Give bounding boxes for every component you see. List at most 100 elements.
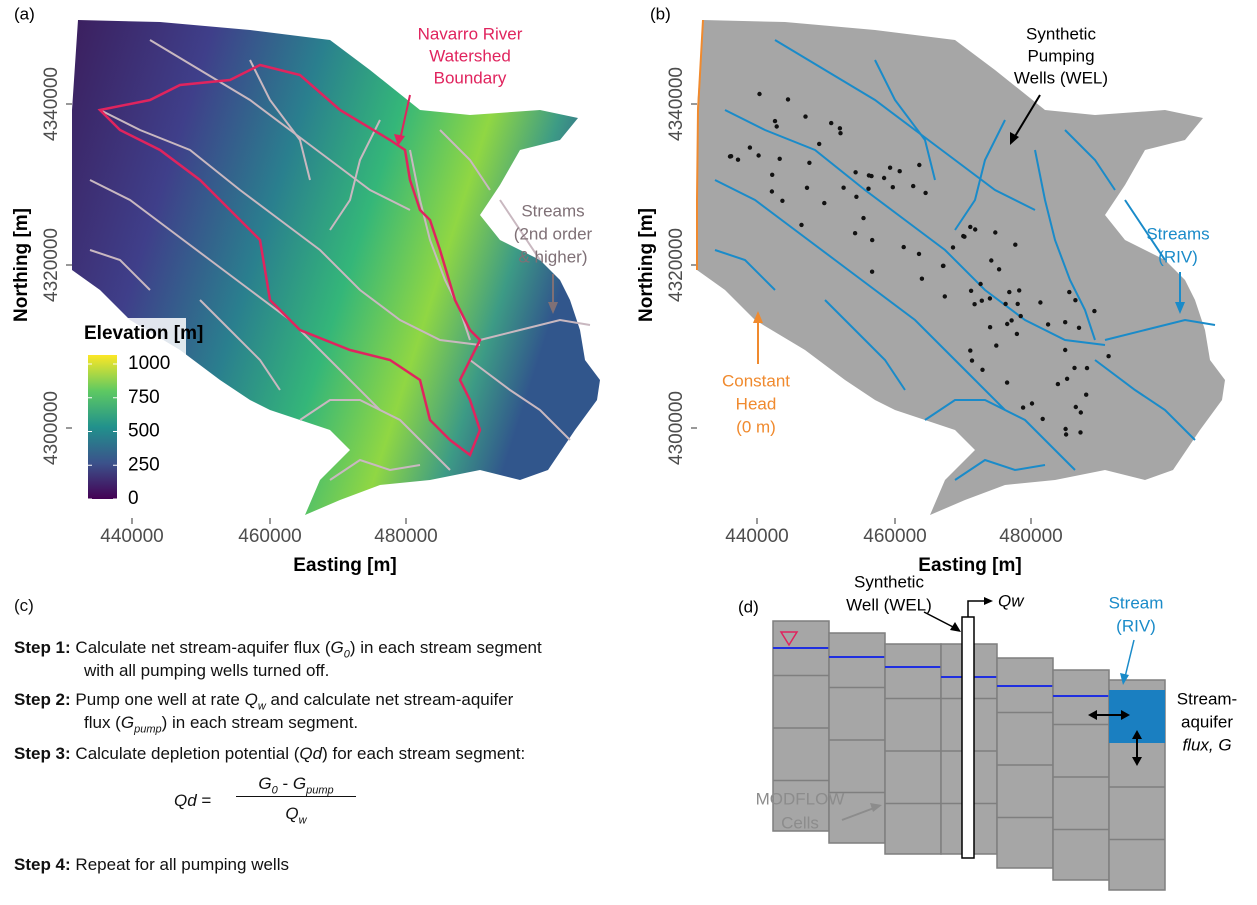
symbol: Q — [285, 804, 298, 823]
well-point — [1016, 302, 1020, 306]
well-point — [870, 270, 874, 274]
well-point — [951, 245, 955, 249]
well-point — [1064, 432, 1068, 436]
panel-label: (d) — [738, 597, 759, 616]
step-text: Repeat for all pumping wells — [75, 855, 289, 874]
well-point — [1079, 410, 1083, 414]
operator: = — [201, 791, 211, 810]
step-text: Calculate depletion potential ( — [75, 744, 299, 763]
well-point — [1005, 322, 1009, 326]
annotation: Pumping — [1027, 46, 1094, 65]
pump-arrow — [968, 601, 986, 617]
well-point — [911, 184, 915, 188]
well-point — [861, 216, 865, 220]
well-point — [770, 173, 774, 177]
annotation: aquifer — [1181, 712, 1233, 731]
step-text: ) for each stream segment: — [322, 744, 525, 763]
well-point — [941, 264, 945, 268]
well-point — [838, 126, 842, 130]
arrow — [924, 612, 955, 628]
x-tick-label: 480000 — [374, 526, 437, 547]
well-point — [1077, 326, 1081, 330]
step: Step 1: Calculate net stream-aquifer flu… — [14, 638, 542, 660]
well-point — [1046, 322, 1050, 326]
step-text: flux ( — [84, 713, 121, 732]
symbol: G — [121, 713, 134, 732]
y-tick-label: 4340000 — [666, 67, 687, 141]
step-label: Step 1: — [14, 638, 71, 657]
well-point — [994, 343, 998, 347]
well-point — [799, 223, 803, 227]
well-point — [1009, 318, 1013, 322]
step-text: ) in each stream segment. — [162, 713, 359, 732]
legend-tick-label: 1000 — [128, 353, 170, 374]
well-point — [1017, 288, 1021, 292]
well-point — [1007, 290, 1011, 294]
well-point — [980, 299, 984, 303]
well-point — [923, 191, 927, 195]
well-point — [972, 302, 976, 306]
denominator: Qw — [236, 804, 356, 826]
symbol: Qd — [174, 791, 197, 810]
well-point — [1106, 354, 1110, 358]
well-point — [993, 230, 997, 234]
annotation: Wells (WEL) — [1014, 68, 1108, 87]
y-axis-title: Northing [m] — [636, 208, 657, 322]
legend-tick-label: 250 — [128, 454, 160, 475]
cell-column — [997, 658, 1053, 868]
page: (a) Navarro River Watershed Boundary Str… — [0, 0, 1257, 905]
y-tick-label: 4340000 — [41, 67, 62, 141]
cell-column — [885, 644, 941, 854]
well-point — [917, 252, 921, 256]
well-point — [867, 173, 871, 177]
well-point — [1038, 300, 1042, 304]
well-point — [786, 97, 790, 101]
well-point — [1074, 405, 1078, 409]
colorbar — [88, 355, 117, 499]
annotation: & higher) — [519, 247, 588, 266]
step-text: Calculate net stream-aquifer flux ( — [75, 638, 330, 657]
y-axis-title: Northing [m] — [11, 208, 32, 322]
well-point — [822, 201, 826, 205]
step-text: with all pumping wells turned off. — [84, 661, 329, 681]
well-point — [917, 163, 921, 167]
well-point — [803, 114, 807, 118]
step-text: ) in each stream segment — [350, 638, 542, 657]
subscript: pump — [134, 723, 162, 735]
well — [962, 617, 974, 858]
subscript: pump — [306, 784, 334, 796]
annotation: (RIV) — [1158, 247, 1198, 266]
step-label: Step 3: — [14, 744, 71, 763]
symbol: G — [331, 638, 344, 657]
annotation: (2nd order — [514, 224, 593, 243]
well-point — [1013, 243, 1017, 247]
well-point — [853, 170, 857, 174]
well-point — [978, 282, 982, 286]
annotation: (RIV) — [1116, 616, 1156, 635]
annotation: (0 m) — [736, 417, 776, 436]
symbol: G — [293, 774, 306, 793]
annotation: Stream — [1109, 593, 1164, 612]
well-point — [805, 186, 809, 190]
well-point — [988, 325, 992, 329]
model-domain — [697, 20, 1225, 515]
well-point — [829, 121, 833, 125]
well-point — [757, 92, 761, 96]
well-point — [748, 145, 752, 149]
annotation: Streams — [521, 201, 584, 220]
well-point — [773, 119, 777, 123]
well-point — [888, 166, 892, 170]
symbol: G — [258, 774, 271, 793]
well-point — [817, 142, 821, 146]
well-point — [838, 131, 842, 135]
annotation: Synthetic — [1026, 24, 1096, 43]
step-label: Step 2: — [14, 690, 71, 709]
annotation: Stream- — [1177, 689, 1237, 708]
x-tick-label: 460000 — [238, 526, 301, 547]
annotation: Qw — [998, 591, 1025, 610]
legend-tick-label: 0 — [128, 488, 139, 509]
well-point — [1084, 393, 1088, 397]
symbol: Q — [245, 690, 258, 709]
annotation: Well (WEL) — [846, 595, 932, 614]
panel-label: (b) — [650, 4, 671, 23]
